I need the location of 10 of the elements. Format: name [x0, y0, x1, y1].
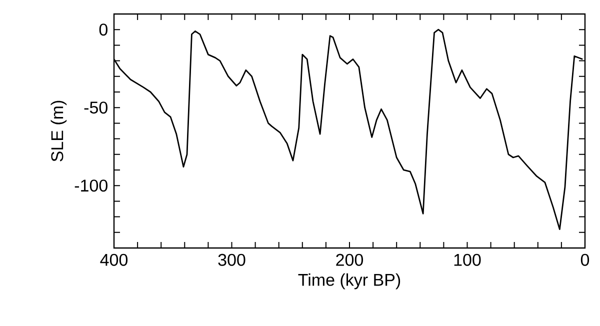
- x-tick-label: 100: [454, 254, 481, 266]
- y-axis-title: SLE (m): [50, 100, 67, 162]
- y-tick-label: 0: [99, 24, 108, 36]
- x-tick-label: 200: [336, 254, 364, 266]
- x-tick-label: 0: [580, 254, 590, 266]
- x-tick-label: 300: [218, 254, 246, 266]
- y-tick-label: -50: [84, 102, 108, 114]
- x-axis-title: Time (kyr BP): [298, 273, 400, 290]
- x-tick-label: 400: [100, 254, 128, 266]
- y-tick-label: -100: [74, 180, 108, 192]
